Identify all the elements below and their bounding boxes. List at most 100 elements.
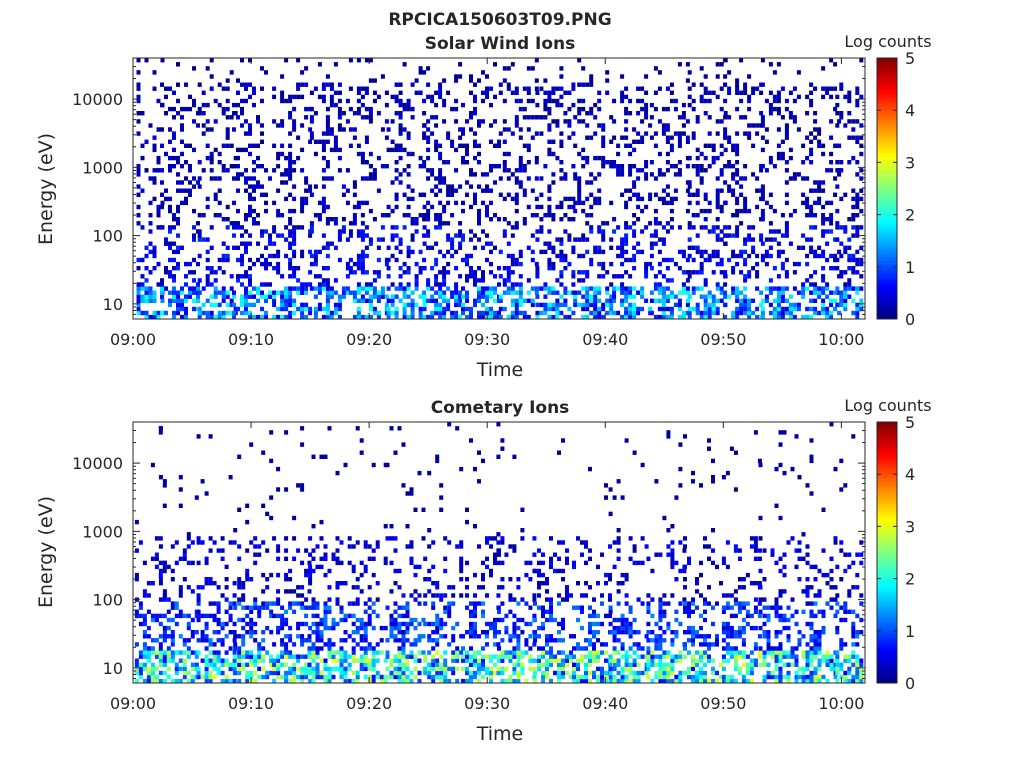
spectrogram-cell — [593, 115, 598, 120]
spectrogram-cell — [288, 678, 293, 684]
spectrogram-cell — [632, 139, 637, 144]
spectrogram-cell — [699, 94, 704, 100]
spectrogram-cell — [597, 98, 602, 104]
spectrogram-cell — [313, 314, 318, 320]
spectrogram-cell — [248, 131, 252, 136]
spectrogram-cell — [481, 188, 485, 193]
spectrogram-cell — [481, 229, 485, 234]
spectrogram-cell — [431, 638, 436, 643]
spectrogram-cell — [315, 605, 320, 610]
spectrogram-cell — [581, 66, 586, 71]
spectrogram-cell — [581, 82, 586, 87]
spectrogram-cell — [539, 225, 544, 230]
spectrogram-cell — [699, 270, 704, 275]
spectrogram-cell — [547, 290, 552, 295]
spectrogram-cell — [152, 253, 157, 259]
spectrogram-cell — [325, 204, 330, 210]
spectrogram-cell — [446, 306, 451, 312]
spectrogram-cell — [458, 135, 463, 140]
spectrogram-cell — [855, 160, 860, 165]
spectrogram-cell — [144, 168, 149, 173]
spectrogram-cell — [461, 160, 465, 165]
spectrogram-cell — [192, 208, 196, 214]
spectrogram-cell — [677, 172, 682, 177]
spectrogram-cell — [459, 650, 464, 655]
spectrogram-cell — [506, 314, 511, 320]
spectrogram-cell — [311, 630, 316, 635]
spectrogram-cell — [359, 654, 364, 659]
spectrogram-cell — [545, 666, 549, 672]
spectrogram-cell — [735, 143, 740, 148]
spectrogram-cell — [801, 314, 806, 320]
spectrogram-cell — [859, 208, 864, 214]
spectrogram-cell — [747, 106, 752, 112]
spectrogram-cell — [257, 552, 262, 557]
spectrogram-cell — [317, 290, 322, 295]
spectrogram-cell — [367, 556, 372, 561]
spectrogram-cell — [345, 200, 350, 206]
spectrogram-cell — [809, 274, 814, 279]
spectrogram-cell — [208, 674, 213, 680]
spectrogram-cell — [532, 536, 537, 541]
spectrogram-cell — [406, 286, 411, 291]
spectrogram-cell — [609, 261, 614, 267]
spectrogram-cell — [371, 601, 376, 606]
spectrogram-cell — [315, 662, 320, 667]
spectrogram-cell — [394, 82, 399, 87]
spectrogram-cell — [743, 86, 748, 91]
spectrogram-cell — [465, 278, 469, 283]
spectrogram-cell — [225, 135, 230, 140]
spectrogram-cell — [327, 568, 332, 574]
spectrogram-cell — [545, 670, 549, 676]
spectrogram-cell — [229, 164, 234, 169]
spectrogram-cell — [280, 662, 285, 667]
spectrogram-cell — [205, 196, 210, 202]
spectrogram-cell — [379, 678, 384, 684]
spectrogram-cell — [284, 98, 289, 104]
spectrogram-cell — [735, 200, 740, 206]
spectrogram-cell — [339, 540, 344, 545]
spectrogram-cell — [252, 261, 256, 267]
spectrogram-cell — [394, 314, 399, 320]
spectrogram-cell — [545, 577, 549, 582]
spectrogram-cell — [661, 200, 666, 206]
spectrogram-cell — [821, 94, 826, 100]
spectrogram-cell — [665, 139, 670, 144]
spectrogram-cell — [776, 310, 781, 316]
spectrogram-cell — [335, 658, 340, 663]
spectrogram-cell — [208, 670, 213, 676]
spectrogram-cell — [423, 621, 428, 627]
spectrogram-cell — [485, 172, 489, 177]
spectrogram-cell — [644, 115, 649, 120]
spectrogram-cell — [244, 168, 248, 173]
spectrogram-cell — [439, 483, 444, 488]
spectrogram-cell — [743, 278, 748, 283]
spectrogram-cell — [609, 139, 614, 144]
spectrogram-cell — [735, 261, 740, 267]
spectrogram-cell — [321, 94, 326, 100]
spectrogram-cell — [136, 98, 141, 104]
spectrogram-cell — [567, 237, 572, 242]
spectrogram-cell — [236, 102, 240, 108]
colorbar-segment — [877, 71, 897, 75]
colorbar-segment — [877, 283, 897, 287]
spectrogram-cell — [360, 270, 365, 275]
spectrogram-cell — [801, 294, 806, 299]
spectrogram-cell — [699, 314, 704, 320]
spectrogram-cell — [178, 593, 183, 598]
spectrogram-cell — [855, 302, 860, 308]
spectrogram-cell — [148, 286, 153, 291]
spectrogram-cell — [205, 274, 210, 279]
spectrogram-cell — [809, 82, 814, 87]
spectrogram-cell — [605, 302, 610, 308]
spectrogram-cell — [352, 298, 357, 303]
spectrogram-cell — [669, 310, 674, 316]
spectrogram-cell — [217, 200, 222, 206]
spectrogram-cell — [855, 119, 860, 124]
spectrogram-cell — [426, 217, 431, 222]
spectrogram-cell — [715, 282, 720, 287]
spectrogram-cell — [182, 638, 187, 643]
spectrogram-cell — [166, 617, 171, 623]
spectrogram-cell — [768, 310, 773, 316]
spectrogram-cell — [148, 270, 153, 275]
